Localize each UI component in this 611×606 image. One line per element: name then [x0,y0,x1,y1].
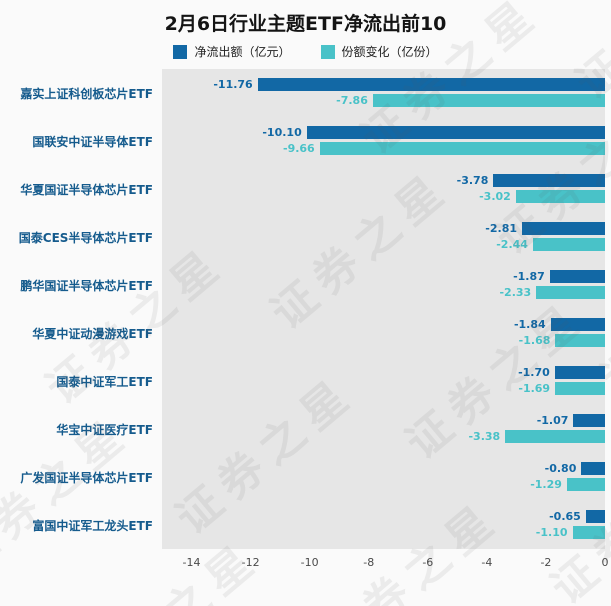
net-outflow-bar[interactable] [493,174,605,187]
category-label: 嘉实上证科创板芯片ETF [20,86,153,101]
share-change-bar[interactable] [536,286,605,299]
share-change-bar[interactable] [532,238,605,251]
bar-value-label: -1.87 [513,270,545,283]
share-change-bar[interactable] [555,382,605,395]
row-bars: -1.84 -1.68 [162,309,605,357]
bar-value-label: -2.33 [499,286,532,299]
bar-value-label: -1.29 [530,478,562,491]
legend-label-share-change: 份额变化（亿份） [341,45,438,59]
chart-row: 华夏中证动漫游戏ETF -1.84 -1.68 [0,309,605,357]
bar-value-label: -1.68 [518,334,551,347]
row-bars: -3.78 -3.02 [162,165,605,213]
chart-row: 华宝中证医疗ETF -1.07 -3.38 [0,405,605,453]
legend-item-net-outflow[interactable]: 净流出额（亿元） [173,43,291,60]
bar-value-label: -1.84 [513,318,546,331]
category-label: 华夏国证半导体芯片ETF [20,182,153,197]
share-change-bar[interactable] [515,190,605,203]
share-change-bar[interactable] [555,334,605,347]
chart-title: 2月6日行业主题ETF净流出前10 [164,13,447,35]
bar-value-label: -1.70 [518,366,550,379]
bar-value-label: -1.69 [518,382,551,395]
x-axis: -14 -12 -10 -8 -6 -4 -2 0 [162,549,609,577]
row-bars: -2.81 -2.44 [162,213,605,261]
category-label: 国泰中证军工ETF [56,374,153,389]
category-label: 华宝中证医疗ETF [56,422,153,437]
net-outflow-bar[interactable] [550,318,605,331]
net-outflow-bar[interactable] [549,270,605,283]
row-bars: -1.07 -3.38 [162,405,605,453]
chart-row: 国泰中证军工ETF -1.70 -1.69 [0,357,605,405]
bar-value-label: -11.76 [213,78,253,91]
row-bars: -1.87 -2.33 [162,261,605,309]
chart-row: 华夏国证半导体芯片ETF -3.78 -3.02 [0,165,605,213]
row-bars: -0.80 -1.29 [162,453,605,501]
bar-value-label: -9.66 [283,142,315,155]
bar-value-label: -0.80 [544,462,577,475]
chart-row: 嘉实上证科创板芯片ETF -11.76 -7.86 [0,69,605,117]
share-change-bar[interactable] [319,142,605,155]
legend-item-share-change[interactable]: 份额变化（亿份） [320,43,438,60]
chart-row: 鹏华国证半导体芯片ETF -1.87 -2.33 [0,261,605,309]
share-change-bar[interactable] [505,430,605,443]
chart-row: 国联安中证半导体ETF -10.10 -9.66 [0,117,605,165]
chart-row: 国泰CES半导体芯片ETF -2.81 -2.44 [0,213,605,261]
row-bars: -11.76 -7.86 [162,69,605,117]
net-outflow-bar[interactable] [306,126,605,139]
chart-row: 广发国证半导体芯片ETF -0.80 -1.29 [0,453,605,501]
bar-value-label: -3.38 [468,430,501,443]
bar-value-label: -2.81 [485,222,518,235]
chart-rows: 嘉实上证科创板芯片ETF -11.76 -7.86 国联安中证半导体ETF -10.10… [0,69,605,549]
net-outflow-bar[interactable] [581,462,605,475]
net-outflow-bar[interactable] [554,366,605,379]
bar-value-label: -3.78 [456,174,489,187]
x-axis-tick-label: 0 [601,556,609,569]
legend-swatch-share-change [320,44,335,59]
share-change-bar[interactable] [572,526,605,539]
bar-value-label: -1.07 [536,414,569,427]
category-label: 鹏华国证半导体芯片ETF [20,278,153,293]
bar-value-label: -10.10 [262,126,302,139]
x-axis-tick-label: -10 [300,556,319,569]
x-axis-tick-label: -6 [422,556,434,569]
legend: 净流出额（亿元） 份额变化（亿份） [0,43,611,60]
share-change-bar[interactable] [566,478,605,491]
net-outflow-bar[interactable] [522,222,605,235]
x-axis-tick-label: -4 [481,556,493,569]
bar-chart: 嘉实上证科创板芯片ETF -11.76 -7.86 国联安中证半导体ETF -10.10… [0,69,609,577]
x-axis-tick-label: -2 [540,556,552,569]
legend-swatch-net-outflow [173,44,188,59]
row-bars: -1.70 -1.69 [162,357,605,405]
net-outflow-bar[interactable] [585,510,605,523]
x-axis-tick-label: -8 [363,556,375,569]
x-axis-tick-label: -12 [241,556,260,569]
chart-row: 富国中证军工龙头ETF -0.65 -1.10 [0,501,605,549]
bar-value-label: -2.44 [496,238,528,251]
bar-value-label: -3.02 [479,190,511,203]
bar-value-label: -1.10 [535,526,568,539]
x-axis-tick-label: -14 [182,556,201,569]
bar-value-label: -7.86 [336,94,368,107]
legend-label-net-outflow: 净流出额（亿元） [194,45,291,59]
category-label: 富国中证军工龙头ETF [32,518,153,533]
row-bars: -0.65 -1.10 [162,501,605,549]
net-outflow-bar[interactable] [257,78,605,91]
category-label: 广发国证半导体芯片ETF [20,470,153,485]
row-bars: -10.10 -9.66 [162,117,605,165]
bar-value-label: -0.65 [549,510,581,523]
category-label: 国泰CES半导体芯片ETF [18,230,153,245]
category-label: 国联安中证半导体ETF [32,134,153,149]
share-change-bar[interactable] [372,94,605,107]
net-outflow-bar[interactable] [573,414,605,427]
category-label: 华夏中证动漫游戏ETF [32,326,153,341]
